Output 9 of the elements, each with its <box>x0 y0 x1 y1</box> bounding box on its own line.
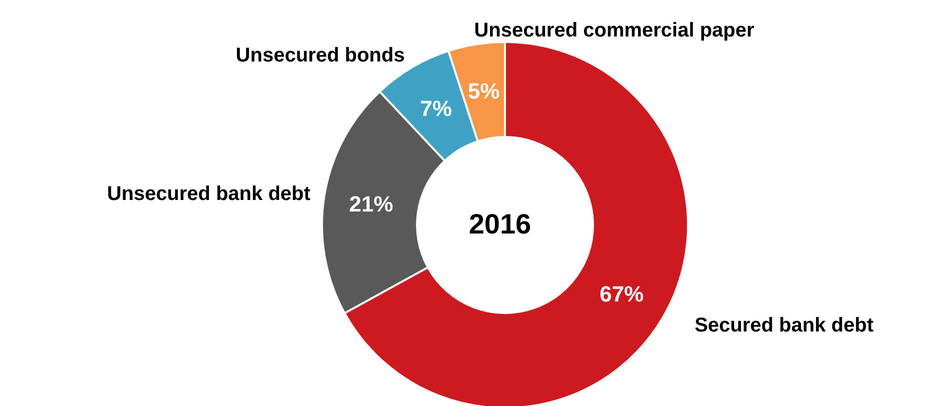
text: 2016 <box>468 208 532 240</box>
data-label: 67% <box>600 281 644 306</box>
slice-label: Unsecured bank debt <box>107 183 311 206</box>
slice-label: Unsecured commercial paper <box>474 19 755 42</box>
slice-label: Secured bank debt <box>694 314 874 336</box>
slice-label: Unsecured bonds <box>236 44 405 66</box>
data-label: 21% <box>349 191 394 216</box>
data-label: 7% <box>420 96 452 121</box>
data-label: 5% <box>468 78 500 104</box>
